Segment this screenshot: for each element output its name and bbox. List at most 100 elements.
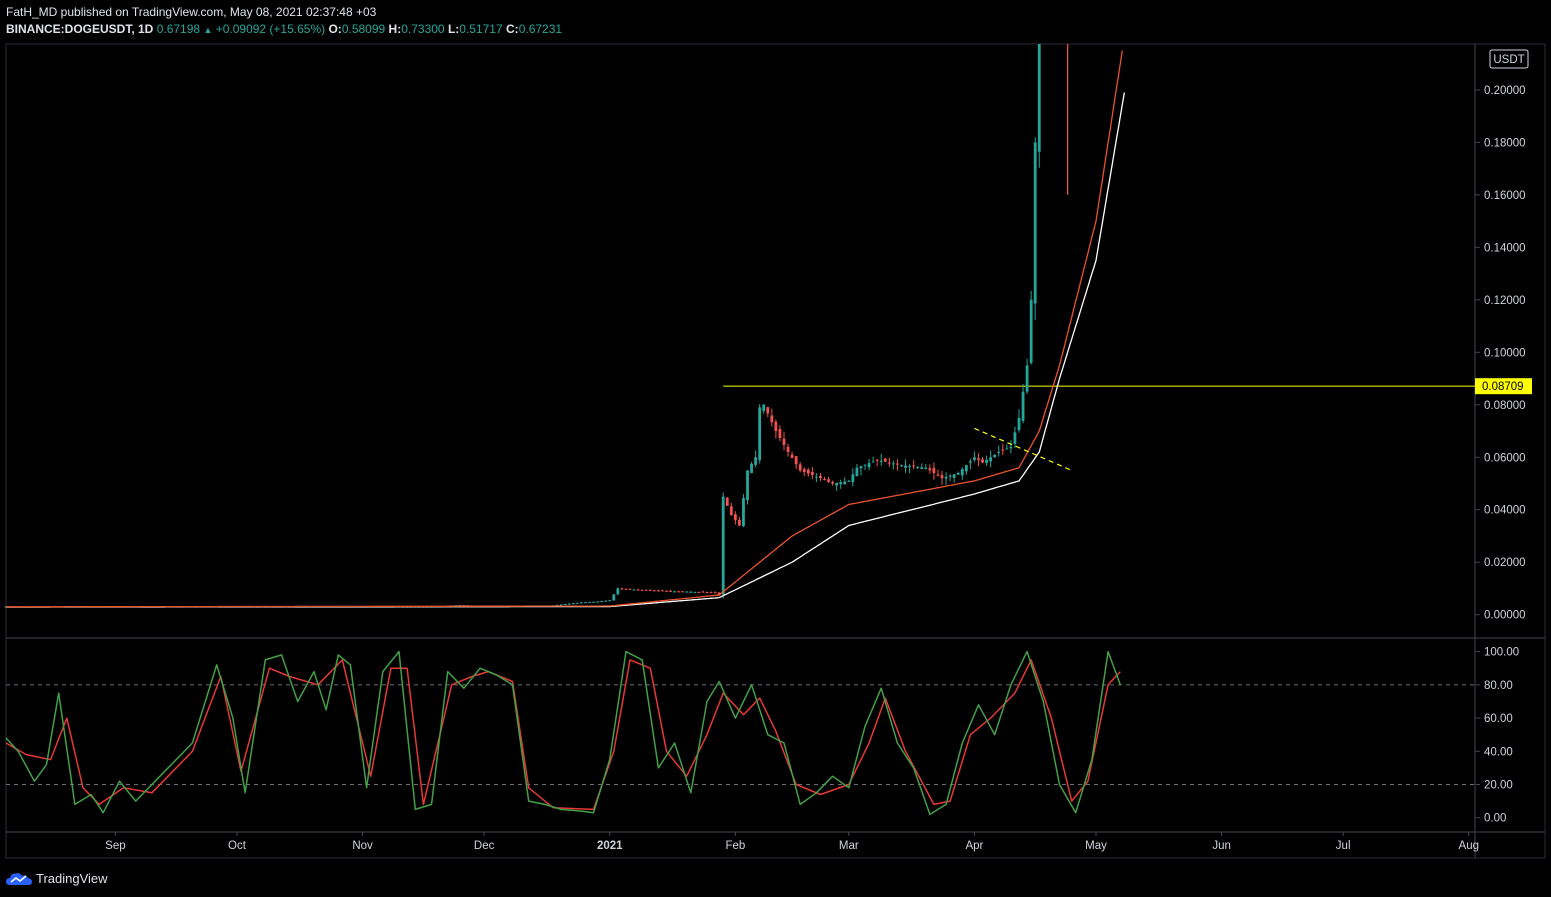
candle-body[interactable] [819,475,822,479]
candle-body[interactable] [588,601,591,603]
candle-body[interactable] [575,602,579,604]
candle-body[interactable] [750,463,753,474]
candle-body[interactable] [815,476,818,478]
candle-body[interactable] [891,463,895,465]
candle-body[interactable] [936,474,940,476]
candle-body[interactable] [1021,391,1025,421]
candle-body[interactable] [964,465,968,472]
candle-body[interactable] [883,458,887,462]
candle-body[interactable] [628,588,632,590]
candle-body[interactable] [608,600,612,602]
candle-body[interactable] [701,591,705,593]
candle-body[interactable] [584,602,587,604]
candle-body[interactable] [977,458,980,460]
candle-body[interactable] [571,603,575,605]
candle-body[interactable] [952,474,956,478]
candle-body[interactable] [754,457,758,465]
candle-body[interactable] [981,459,984,463]
candle-body[interactable] [989,457,993,462]
candle-body[interactable] [648,589,652,591]
candle-body[interactable] [563,604,567,606]
candle-body[interactable] [997,452,1001,454]
candle-body[interactable] [632,589,636,591]
candle-body[interactable] [742,497,745,527]
candle-body[interactable] [810,471,814,476]
candle-body[interactable] [770,415,774,423]
candle-body[interactable] [636,589,640,591]
candle-body[interactable] [875,459,879,461]
candle-body[interactable] [924,467,928,470]
candle-body[interactable] [681,591,685,593]
candle-body[interactable] [604,600,608,602]
candle-body[interactable] [920,467,924,469]
candle-body[interactable] [782,438,786,446]
candle-body[interactable] [616,588,620,595]
candle-body[interactable] [823,478,826,481]
candle-body[interactable] [798,464,802,471]
candle-body[interactable] [673,591,676,593]
candle-body[interactable] [1013,432,1017,444]
candle-body[interactable] [944,476,948,479]
candle-body[interactable] [843,481,847,485]
candle-body[interactable] [859,466,863,469]
candle-body[interactable] [973,457,976,461]
candle-body[interactable] [940,475,944,479]
tradingview-logo[interactable]: TradingView [6,871,108,886]
candle-body[interactable] [1025,365,1029,392]
candle-body[interactable] [717,592,721,596]
candle-body[interactable] [786,446,790,453]
candle-body[interactable] [592,601,595,603]
candle-body[interactable] [1005,448,1009,450]
candle-body[interactable] [624,588,628,590]
candle-body[interactable] [746,470,749,501]
candle-body[interactable] [762,404,766,411]
candle-body[interactable] [559,604,563,606]
candle-body[interactable] [665,590,668,592]
candle-body[interactable] [879,460,883,462]
candle-body[interactable] [916,466,920,468]
candle-body[interactable] [960,469,964,476]
candle-body[interactable] [802,469,806,472]
candle-body[interactable] [669,590,672,592]
candle-body[interactable] [912,465,916,467]
candle-body[interactable] [661,590,664,592]
candle-body[interactable] [871,461,875,463]
candle-body[interactable] [1029,299,1033,363]
candle-body[interactable] [656,590,660,592]
candle-body[interactable] [863,464,867,466]
candle-body[interactable] [693,591,697,593]
candle-body[interactable] [721,496,725,595]
candle-body[interactable] [932,467,936,474]
ema-fast-line[interactable] [6,50,1123,608]
candle-body[interactable] [956,473,960,475]
candle-body[interactable] [985,459,988,464]
currency-label[interactable]: USDT [1493,54,1524,66]
candle-body[interactable] [600,601,604,603]
candle-body[interactable] [908,466,911,468]
candle-body[interactable] [1033,142,1037,304]
candle-body[interactable] [855,467,859,477]
candle-body[interactable] [567,603,571,605]
candle-body[interactable] [790,454,794,459]
candle-body[interactable] [705,592,709,594]
candle-body[interactable] [948,475,952,477]
candle-body[interactable] [928,468,932,471]
candle-body[interactable] [689,591,693,593]
candle-body[interactable] [640,589,644,591]
currency-box[interactable] [1489,49,1529,69]
descending-trendline[interactable] [974,427,1072,471]
candle-body[interactable] [993,454,997,458]
candle-body[interactable] [766,407,770,414]
candle-body[interactable] [904,465,907,468]
candle-body[interactable] [579,602,583,604]
candle-body[interactable] [729,506,733,515]
candle-body[interactable] [738,519,741,526]
candle-body[interactable] [709,592,713,594]
candle-body[interactable] [458,604,462,606]
stochastic-pane[interactable] [5,650,1122,816]
candle-body[interactable] [620,588,624,590]
candle-body[interactable] [806,469,810,474]
candle-body[interactable] [847,480,851,482]
stoch-d-line[interactable] [5,659,1121,811]
candle-body[interactable] [644,589,648,591]
